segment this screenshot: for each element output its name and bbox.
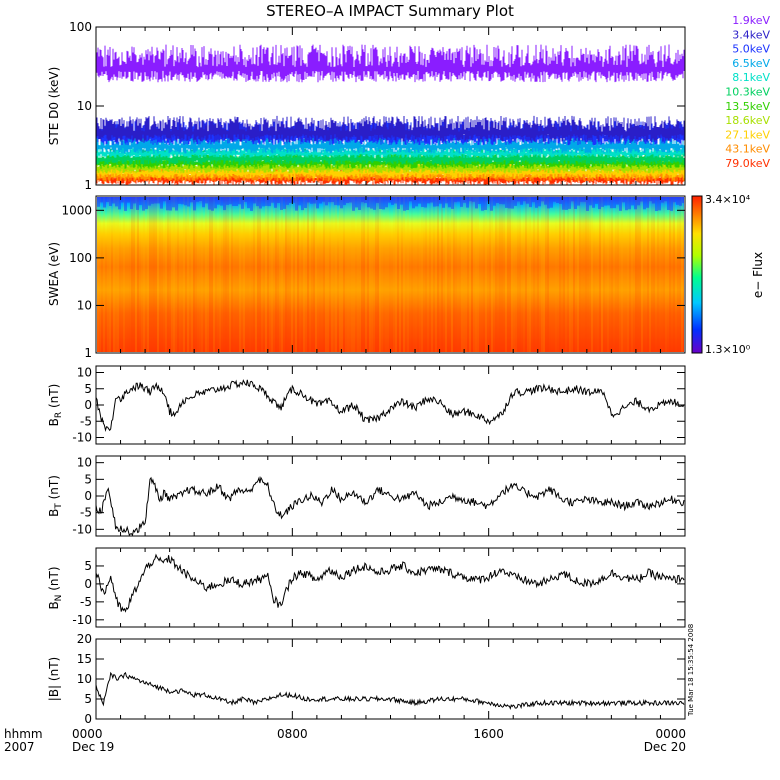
bn-ytick--5: -5 (80, 595, 92, 609)
legend-43.1keV: 43.1keV (725, 143, 770, 156)
ste-ytick-1: 1 (84, 178, 92, 192)
br-ylabel: BR (nT) (47, 384, 64, 427)
xtick-date-3: Dec 20 (644, 740, 686, 754)
br-panel-frame (95, 365, 686, 445)
br-ytick-0: 0 (84, 398, 92, 412)
xtick-label-3: 0000 (655, 727, 686, 741)
bn-ytick-0: 0 (84, 577, 92, 591)
swea-ytick-100: 100 (69, 251, 92, 265)
swea-ylabel: SWEA (eV) (47, 242, 61, 306)
ste-series-1.9keV (96, 44, 685, 83)
colorbar-min-label: 1.3×10⁰ (705, 343, 751, 356)
br-ytick-10: 10 (77, 366, 92, 380)
ste-ytick-10: 10 (77, 99, 92, 113)
y-ticks: 1101001101001000-10-50510-10-50510-10-50… (61, 20, 685, 726)
bn-ylabel: BN (nT) (47, 566, 64, 609)
legend-3.4keV: 3.4keV (732, 28, 770, 41)
swea-heatmap (97, 197, 684, 352)
br-ytick--5: -5 (80, 414, 92, 428)
swea-ytick-1: 1 (84, 346, 92, 360)
legend-79.0keV: 79.0keV (725, 157, 770, 170)
ste-ytick-100: 100 (69, 20, 92, 34)
colorbar-max-label: 3.4×10⁴ (705, 193, 751, 206)
bt-ytick-0: 0 (84, 489, 92, 503)
ste-ylabel: STE D0 (keV) (47, 67, 61, 146)
bt-ytick-10: 10 (77, 456, 92, 470)
xtick-label-2: 1600 (473, 727, 504, 741)
xtick-label-0: 0000 (72, 727, 103, 741)
ste-series-group (96, 44, 685, 185)
bmag-ytick-15: 15 (77, 652, 92, 666)
bmag-series-line (95, 671, 685, 711)
bmag-ytick-0: 0 (84, 712, 92, 726)
xtick-date-0: Dec 19 (72, 740, 114, 754)
bn-ytick-5: 5 (84, 559, 92, 573)
plot-title: STEREO–A IMPACT Summary Plot (266, 2, 514, 20)
timestamp: Tue Mar 18 15:35:54 2008 (687, 624, 695, 717)
legend-10.3keV: 10.3keV (725, 86, 770, 99)
bt-ytick--10: -10 (72, 522, 92, 536)
xtick-label-1: 0800 (277, 727, 308, 741)
bt-ytick--5: -5 (80, 506, 92, 520)
bn-panel-frame (95, 547, 686, 628)
bt-ytick-5: 5 (84, 472, 92, 486)
bn-series-line (95, 553, 685, 613)
bmag-ylabel: |B| (nT) (47, 657, 61, 701)
xaxis-label-top: hhmm (4, 727, 43, 741)
legend-6.5keV: 6.5keV (732, 57, 770, 70)
legend-18.6keV: 18.6keV (725, 114, 770, 127)
legend-5.0keV: 5.0keV (732, 43, 770, 56)
bn-ytick--10: -10 (72, 613, 92, 627)
colorbar-label: e− Flux (751, 252, 765, 298)
bmag-ytick-5: 5 (84, 692, 92, 706)
legend-13.5keV: 13.5keV (725, 100, 770, 113)
bmag-ytick-20: 20 (77, 632, 92, 646)
xaxis-label-bottom: 2007 (4, 740, 35, 754)
bmag-panel-frame (95, 638, 686, 720)
legend-27.1keV: 27.1keV (725, 128, 770, 141)
ste-series-3.4keV (96, 115, 685, 142)
swea-ytick-1000: 1000 (61, 203, 92, 217)
colorbar (691, 195, 703, 354)
bmag-ytick-10: 10 (77, 672, 92, 686)
br-series-line (95, 379, 685, 433)
br-ytick--10: -10 (72, 431, 92, 445)
swea-ytick-10: 10 (77, 298, 92, 312)
bt-series-line (95, 476, 685, 537)
legend-1.9keV: 1.9keV (732, 14, 770, 27)
legend-8.1keV: 8.1keV (732, 71, 770, 84)
bt-ylabel: BT (nT) (47, 475, 64, 517)
x-ticks (95, 27, 686, 719)
br-ytick-5: 5 (84, 382, 92, 396)
